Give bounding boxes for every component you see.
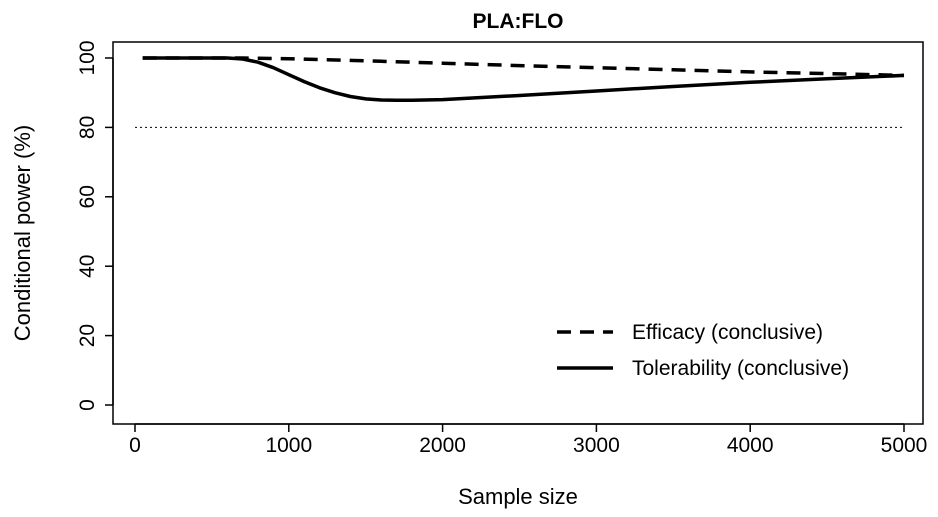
legend-label-efficacy: Efficacy (conclusive) <box>632 321 823 344</box>
y-tick-label: 80 <box>76 116 99 139</box>
x-tick-label: 5000 <box>881 434 928 457</box>
x-tick-label: 2000 <box>419 434 466 457</box>
y-axis: 0 20 40 60 80 100 <box>76 40 114 411</box>
x-axis: 0 1000 2000 3000 4000 5000 <box>129 423 928 457</box>
y-tick-label: 100 <box>76 40 99 75</box>
tolerability-line <box>142 56 905 103</box>
y-tick-label: 60 <box>76 185 99 208</box>
series-lines <box>142 56 905 103</box>
x-tick-label: 1000 <box>265 434 312 457</box>
x-axis-label: Sample size <box>458 484 578 509</box>
legend-label-tolerability: Tolerability (conclusive) <box>632 357 849 380</box>
x-tick-label: 4000 <box>727 434 774 457</box>
y-tick-label: 0 <box>76 399 99 411</box>
chart-title: PLA:FLO <box>473 10 564 33</box>
x-tick-label: 3000 <box>573 434 620 457</box>
x-tick-label: 0 <box>129 434 141 457</box>
y-tick-label: 20 <box>76 324 99 347</box>
y-axis-label: Conditional power (%) <box>10 125 35 341</box>
legend: Efficacy (conclusive) Tolerability (conc… <box>557 321 849 380</box>
y-tick-label: 40 <box>76 255 99 278</box>
